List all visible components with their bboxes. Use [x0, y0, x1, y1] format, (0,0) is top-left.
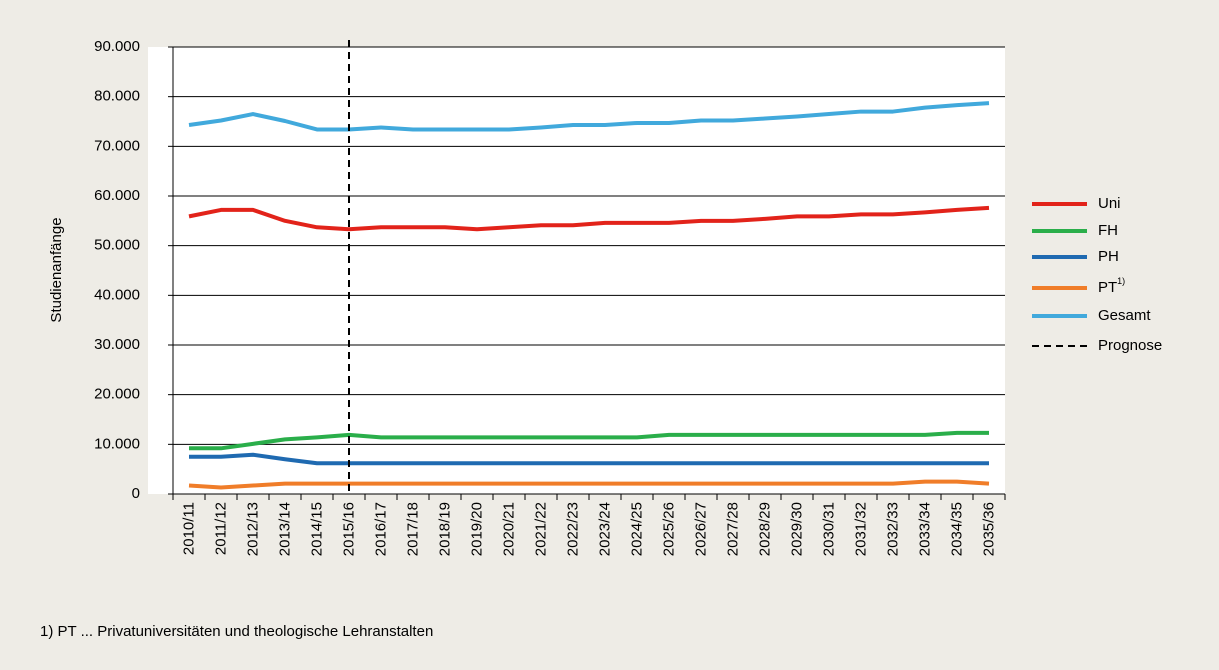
y-tick-label: 60.000 — [94, 187, 140, 204]
y-tick-label: 20.000 — [94, 386, 140, 403]
series-line — [189, 452, 989, 466]
x-tick-label: 2012/13 — [245, 502, 262, 556]
legend-name: Gesamt — [1098, 307, 1151, 324]
x-tick-label: 2026/27 — [693, 502, 710, 556]
series-line — [188, 479, 990, 490]
legend-label: Prognose — [1098, 337, 1162, 354]
x-tick-label: 2030/31 — [821, 502, 838, 556]
y-tick-label: 90.000 — [94, 38, 140, 55]
series-line — [188, 205, 990, 232]
x-tick-label: 2027/28 — [725, 502, 742, 556]
legend-label: PT1) — [1098, 276, 1125, 296]
x-tick-label: 2028/29 — [757, 502, 774, 556]
x-tick-label: 2014/15 — [309, 502, 326, 556]
series-line — [189, 430, 989, 451]
plot-area — [148, 47, 1005, 494]
x-tick-label: 2019/20 — [469, 502, 486, 556]
x-tick-label: 2010/11 — [181, 502, 198, 555]
x-tick-label: 2011/12 — [213, 502, 230, 555]
x-tick-label: 2018/19 — [437, 502, 454, 556]
x-tick-label: 2017/18 — [405, 502, 422, 556]
y-tick-label: 10.000 — [94, 435, 140, 452]
x-tick-label: 2031/32 — [853, 502, 870, 556]
x-tick-label: 2013/14 — [277, 502, 294, 556]
legend-label: PH — [1098, 248, 1119, 265]
legend-superscript: 1) — [1117, 276, 1125, 286]
y-tick-label: 40.000 — [94, 286, 140, 303]
y-axis-label: Studienanfänge — [48, 217, 65, 322]
x-tick-label: 2034/35 — [949, 502, 966, 556]
y-tick-label: 80.000 — [94, 88, 140, 105]
legend-name: Uni — [1098, 195, 1121, 212]
legend-name: FH — [1098, 222, 1118, 239]
y-tick-label: 30.000 — [94, 336, 140, 353]
legend-label: Gesamt — [1098, 307, 1151, 324]
x-tick-label: 2033/34 — [917, 502, 934, 556]
x-tick-label: 2035/36 — [981, 502, 998, 556]
x-tick-label: 2032/33 — [885, 502, 902, 556]
legend-label: Uni — [1098, 195, 1121, 212]
x-tick-label: 2023/24 — [597, 502, 614, 556]
legend-label: FH — [1098, 222, 1118, 239]
y-tick-label: 50.000 — [94, 237, 140, 254]
y-tick-label: 0 — [132, 485, 140, 502]
x-tick-label: 2025/26 — [661, 502, 678, 556]
legend-name: PT — [1098, 279, 1117, 296]
x-tick-label: 2024/25 — [629, 502, 646, 556]
legend-name: PH — [1098, 248, 1119, 265]
x-tick-label: 2016/17 — [373, 502, 390, 556]
footnote: 1) PT ... Privatuniversitäten und theolo… — [40, 623, 433, 640]
x-tick-label: 2020/21 — [501, 502, 518, 556]
x-tick-label: 2021/22 — [533, 502, 550, 556]
series-line — [188, 101, 990, 132]
x-tick-label: 2022/23 — [565, 502, 582, 556]
x-tick-label: 2029/30 — [789, 502, 806, 556]
x-tick-label: 2015/16 — [341, 502, 358, 556]
y-tick-label: 70.000 — [94, 137, 140, 154]
